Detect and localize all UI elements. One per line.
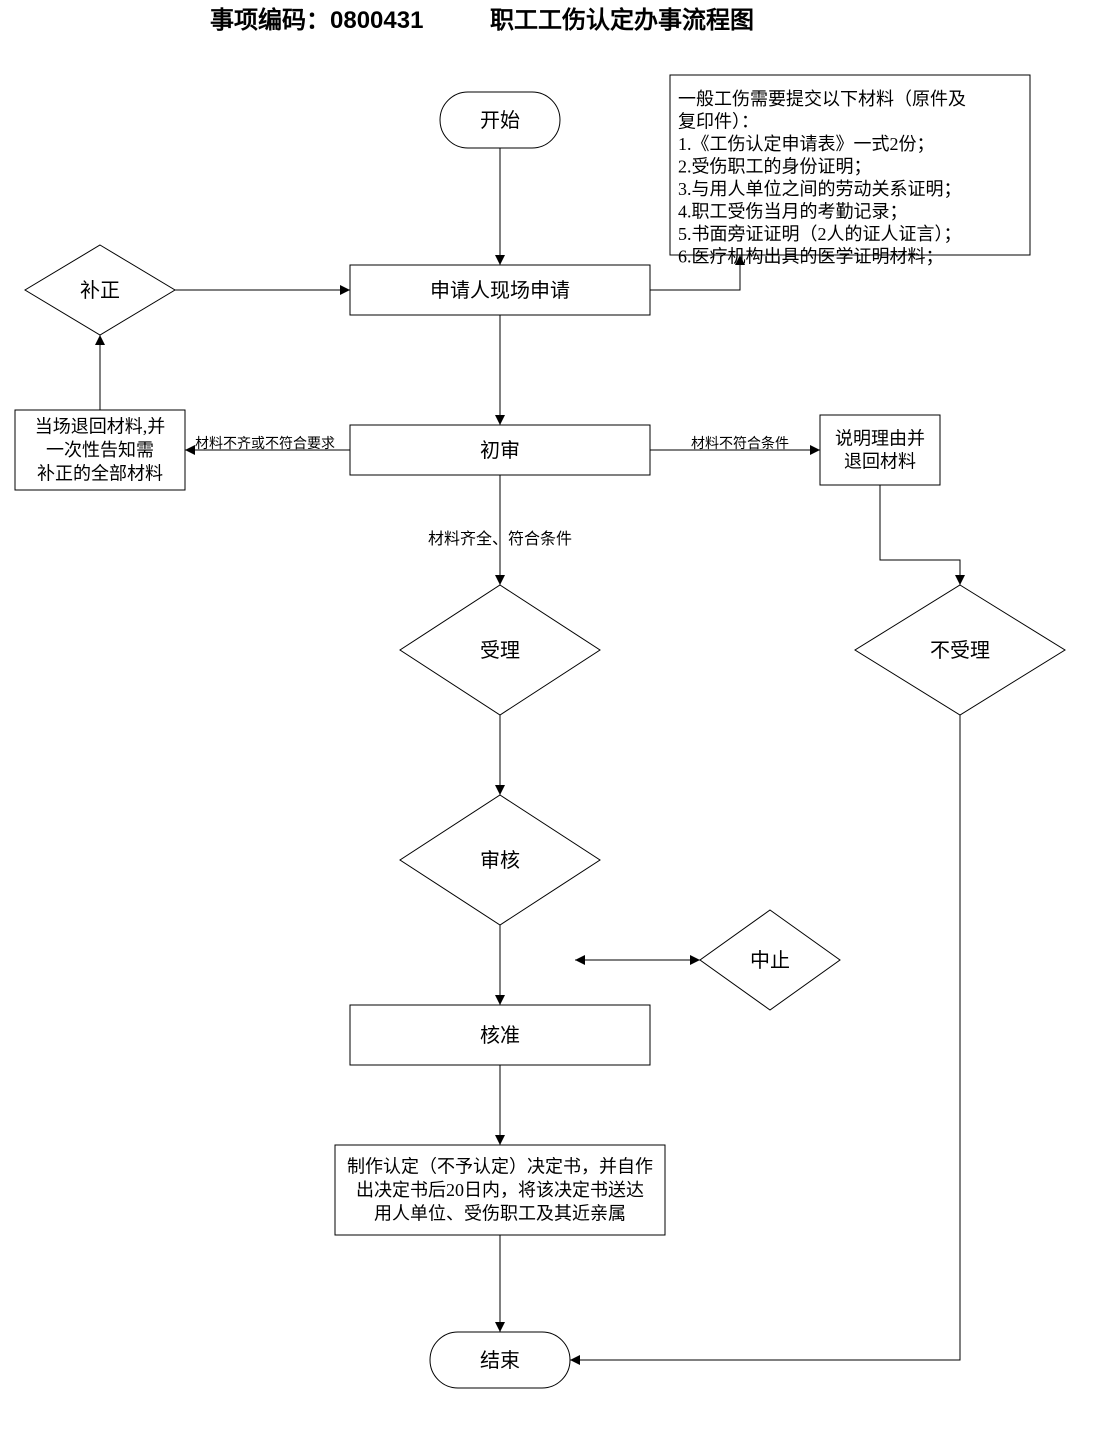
node-prelim: 初审 xyxy=(350,425,650,475)
svg-text:补正: 补正 xyxy=(80,279,120,302)
node-review: 审核 xyxy=(400,795,600,925)
node-suspend: 中止 xyxy=(700,910,840,1010)
page-title: 职工工伤认定办事流程图 xyxy=(490,6,754,34)
node-reject: 不受理 xyxy=(855,585,1065,715)
edge-label: 材料齐全、符合条件 xyxy=(428,530,572,548)
page-code: 事项编码：0800431 xyxy=(210,6,423,34)
svg-text:开始: 开始 xyxy=(480,109,520,132)
edge-label: 材料不齐或不符合要求 xyxy=(195,436,335,452)
svg-text:当场退回材料,并一次性告知需补正的全部材料: 当场退回材料,并一次性告知需补正的全部材料 xyxy=(35,417,166,484)
svg-text:不受理: 不受理 xyxy=(930,639,990,662)
node-return1: 当场退回材料,并一次性告知需补正的全部材料 xyxy=(15,410,185,490)
edge xyxy=(880,485,960,585)
node-correct: 补正 xyxy=(25,245,175,335)
node-end: 结束 xyxy=(430,1332,570,1388)
edge-label: 材料不符合条件 xyxy=(691,435,789,452)
svg-text:核准: 核准 xyxy=(480,1024,520,1047)
node-approve: 核准 xyxy=(350,1005,650,1065)
svg-text:制作认定（不予认定）决定书，并自作出决定书后20日内，将该决: 制作认定（不予认定）决定书，并自作出决定书后20日内，将该决定书送达用人单位、受… xyxy=(347,1157,653,1224)
node-materials: 一般工伤需要提交以下材料（原件及复印件）：1.《工伤认定申请表》一式2份；2.受… xyxy=(670,75,1030,266)
node-apply: 申请人现场申请 xyxy=(350,265,650,315)
node-start: 开始 xyxy=(440,92,560,148)
nodes: 开始申请人现场申请初审受理审核中止核准制作认定（不予认定）决定书，并自作出决定书… xyxy=(15,75,1065,1388)
svg-text:审核: 审核 xyxy=(480,849,520,872)
svg-text:受理: 受理 xyxy=(480,639,520,662)
svg-text:结束: 结束 xyxy=(480,1349,520,1372)
svg-text:初审: 初审 xyxy=(480,439,520,462)
node-decide: 制作认定（不予认定）决定书，并自作出决定书后20日内，将该决定书送达用人单位、受… xyxy=(335,1145,665,1235)
svg-text:申请人现场申请: 申请人现场申请 xyxy=(430,279,570,302)
node-explain: 说明理由并退回材料 xyxy=(820,415,940,485)
svg-text:中止: 中止 xyxy=(750,949,790,972)
node-accept: 受理 xyxy=(400,585,600,715)
